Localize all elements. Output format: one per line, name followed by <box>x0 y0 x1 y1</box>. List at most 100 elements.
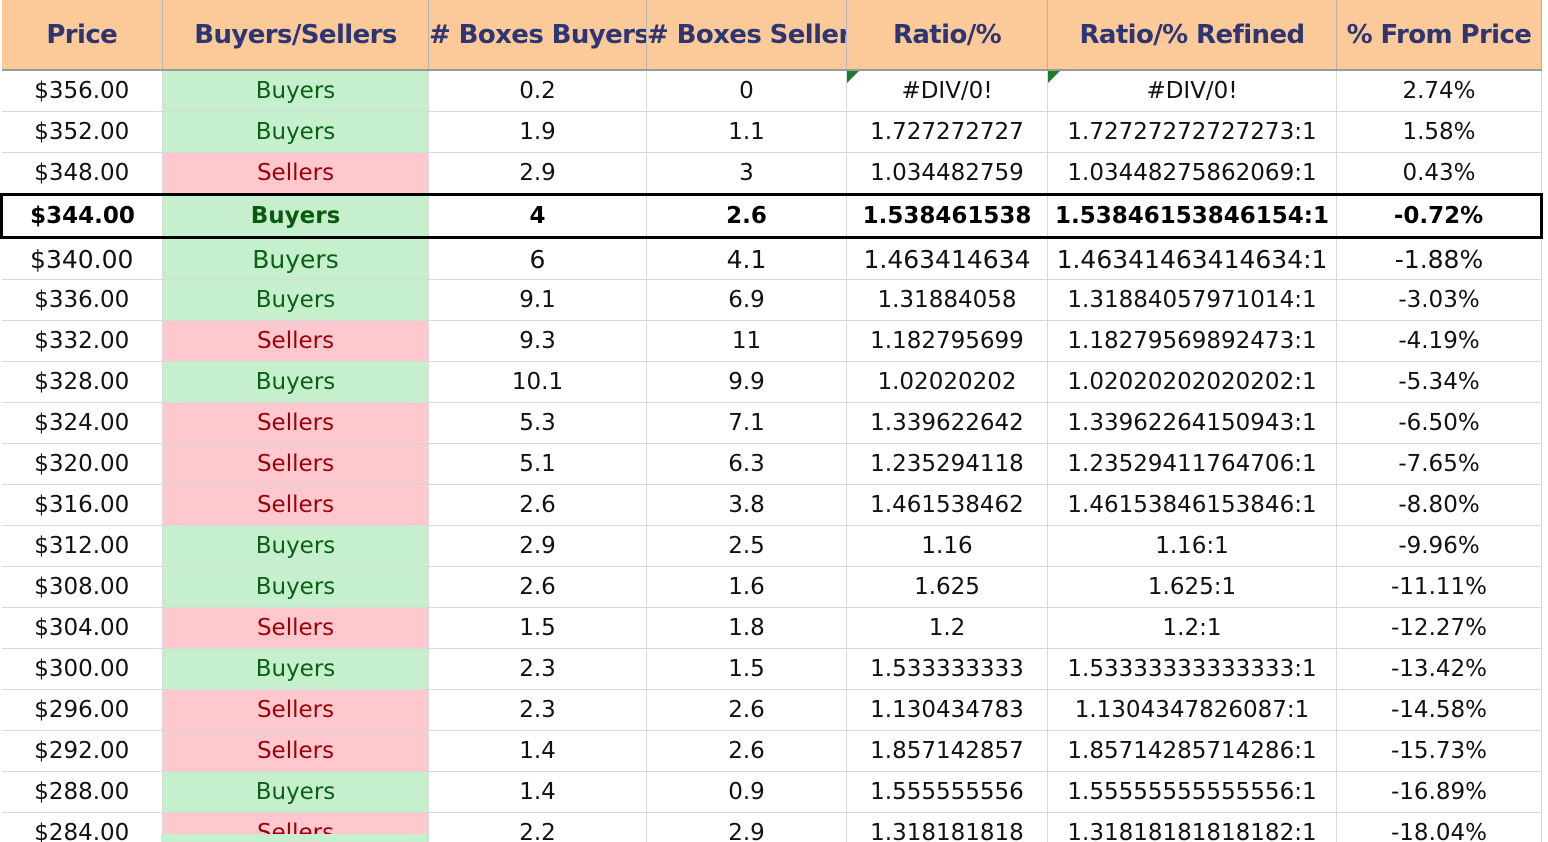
ratio-refined-cell[interactable]: 1.33962264150943:1 <box>1047 402 1337 444</box>
boxes-sellers-cell[interactable]: 2.6 <box>646 689 847 731</box>
ratio-refined-cell[interactable]: 1.46153846153846:1 <box>1047 484 1337 526</box>
from-price-cell[interactable]: -5.34% <box>1336 361 1542 403</box>
price-cell[interactable]: $348.00 <box>1 152 163 195</box>
boxes-sellers-cell[interactable]: 1.6 <box>646 566 847 608</box>
price-cell[interactable]: $300.00 <box>1 648 163 690</box>
from-price-cell[interactable]: -9.96% <box>1336 525 1542 567</box>
from-price-cell[interactable]: -15.73% <box>1336 730 1542 772</box>
from-price-cell[interactable]: -8.80% <box>1336 484 1542 526</box>
ratio-refined-cell[interactable]: 1.16:1 <box>1047 525 1337 567</box>
price-cell[interactable]: $340.00 <box>1 237 163 280</box>
boxes-buyers-cell[interactable]: 5.3 <box>428 402 647 444</box>
header-buyers-sellers[interactable]: Buyers/Sellers <box>162 0 429 71</box>
ratio-refined-cell[interactable]: 1.03448275862069:1 <box>1047 152 1337 195</box>
price-cell[interactable]: $344.00 <box>0 193 163 239</box>
side-cell[interactable]: Sellers <box>162 607 429 649</box>
boxes-sellers-cell[interactable]: 3.8 <box>646 484 847 526</box>
ratio-cell[interactable]: 1.2 <box>846 607 1048 649</box>
ratio-cell[interactable]: 1.31884058 <box>846 279 1048 321</box>
price-cell[interactable]: $308.00 <box>1 566 163 608</box>
ratio-cell[interactable]: 1.857142857 <box>846 730 1048 772</box>
ratio-cell[interactable]: 1.339622642 <box>846 402 1048 444</box>
boxes-sellers-cell[interactable]: 2.5 <box>646 525 847 567</box>
price-cell[interactable]: $352.00 <box>1 111 163 153</box>
boxes-sellers-cell[interactable]: 3 <box>646 152 847 195</box>
ratio-refined-cell[interactable]: #DIV/0! <box>1047 70 1337 112</box>
ratio-refined-cell[interactable]: 1.02020202020202:1 <box>1047 361 1337 403</box>
ratio-cell[interactable]: 1.318181818 <box>846 812 1048 842</box>
ratio-cell[interactable]: 1.130434783 <box>846 689 1048 731</box>
from-price-cell[interactable]: -0.72% <box>1336 193 1543 239</box>
header-ratio[interactable]: Ratio/% <box>846 0 1048 71</box>
price-cell[interactable]: $328.00 <box>1 361 163 403</box>
ratio-cell[interactable]: 1.461538462 <box>846 484 1048 526</box>
ratio-cell[interactable]: 1.463414634 <box>846 237 1048 280</box>
from-price-cell[interactable]: -1.88% <box>1336 237 1542 280</box>
ratio-refined-cell[interactable]: 1.625:1 <box>1047 566 1337 608</box>
header-boxes-sellers[interactable]: # Boxes Sellers <box>646 0 847 71</box>
boxes-buyers-cell[interactable]: 2.9 <box>428 525 647 567</box>
boxes-sellers-cell[interactable]: 6.9 <box>646 279 847 321</box>
price-cell[interactable]: $296.00 <box>1 689 163 731</box>
from-price-cell[interactable]: -11.11% <box>1336 566 1542 608</box>
ratio-cell[interactable]: 1.533333333 <box>846 648 1048 690</box>
ratio-refined-cell[interactable]: 1.31818181818182:1 <box>1047 812 1337 842</box>
side-cell[interactable]: Buyers <box>162 193 429 239</box>
ratio-refined-cell[interactable]: 1.1304347826087:1 <box>1047 689 1337 731</box>
header-from-price[interactable]: % From Price <box>1336 0 1542 71</box>
header-boxes-buyers[interactable]: # Boxes Buyers <box>428 0 647 71</box>
side-cell[interactable]: Sellers <box>162 152 429 195</box>
side-cell[interactable]: Buyers <box>162 525 429 567</box>
ratio-refined-cell[interactable]: 1.31884057971014:1 <box>1047 279 1337 321</box>
ratio-cell[interactable]: 1.182795699 <box>846 320 1048 362</box>
boxes-buyers-cell[interactable]: 1.5 <box>428 607 647 649</box>
from-price-cell[interactable]: -6.50% <box>1336 402 1542 444</box>
ratio-cell[interactable]: 1.538461538 <box>846 193 1048 239</box>
header-price[interactable]: Price <box>1 0 163 71</box>
ratio-cell[interactable]: 1.02020202 <box>846 361 1048 403</box>
price-cell[interactable]: $304.00 <box>1 607 163 649</box>
price-cell[interactable]: $288.00 <box>1 771 163 813</box>
side-cell[interactable]: Sellers <box>162 402 429 444</box>
boxes-sellers-cell[interactable]: 6.3 <box>646 443 847 485</box>
price-cell[interactable]: $336.00 <box>1 279 163 321</box>
boxes-buyers-cell[interactable]: 2.9 <box>428 152 647 195</box>
price-cell[interactable]: $284.00 <box>1 812 163 842</box>
ratio-cell[interactable]: 1.727272727 <box>846 111 1048 153</box>
price-cell[interactable]: $356.00 <box>1 70 163 112</box>
side-cell[interactable]: Buyers <box>162 771 429 813</box>
boxes-buyers-cell[interactable]: 2.2 <box>428 812 647 842</box>
from-price-cell[interactable]: -18.04% <box>1336 812 1542 842</box>
boxes-sellers-cell[interactable]: 1.8 <box>646 607 847 649</box>
boxes-sellers-cell[interactable]: 2.6 <box>646 193 847 239</box>
price-cell[interactable]: $324.00 <box>1 402 163 444</box>
from-price-cell[interactable]: -16.89% <box>1336 771 1542 813</box>
boxes-sellers-cell[interactable]: 1.5 <box>646 648 847 690</box>
boxes-buyers-cell[interactable]: 4 <box>428 193 647 239</box>
boxes-sellers-cell[interactable]: 2.9 <box>646 812 847 842</box>
ratio-cell[interactable]: 1.625 <box>846 566 1048 608</box>
from-price-cell[interactable]: 2.74% <box>1336 70 1542 112</box>
ratio-refined-cell[interactable]: 1.53333333333333:1 <box>1047 648 1337 690</box>
from-price-cell[interactable]: 0.43% <box>1336 152 1542 195</box>
from-price-cell[interactable]: -7.65% <box>1336 443 1542 485</box>
ratio-cell[interactable]: 1.034482759 <box>846 152 1048 195</box>
boxes-sellers-cell[interactable]: 4.1 <box>646 237 847 280</box>
price-cell[interactable]: $312.00 <box>1 525 163 567</box>
boxes-buyers-cell[interactable]: 6 <box>428 237 647 280</box>
side-cell[interactable]: Sellers <box>162 320 429 362</box>
ratio-refined-cell[interactable]: 1.53846153846154:1 <box>1047 193 1337 239</box>
side-cell[interactable]: Buyers <box>162 361 429 403</box>
ratio-refined-cell[interactable]: 1.85714285714286:1 <box>1047 730 1337 772</box>
side-cell[interactable]: Buyers <box>162 111 429 153</box>
price-cell[interactable]: $316.00 <box>1 484 163 526</box>
side-cell[interactable]: Buyers <box>162 566 429 608</box>
boxes-buyers-cell[interactable]: 5.1 <box>428 443 647 485</box>
price-cell[interactable]: $292.00 <box>1 730 163 772</box>
boxes-buyers-cell[interactable]: 10.1 <box>428 361 647 403</box>
side-cell[interactable]: Sellers <box>162 443 429 485</box>
boxes-buyers-cell[interactable]: 2.3 <box>428 689 647 731</box>
ratio-refined-cell[interactable]: 1.23529411764706:1 <box>1047 443 1337 485</box>
from-price-cell[interactable]: 1.58% <box>1336 111 1542 153</box>
side-cell[interactable]: Buyers <box>162 70 429 112</box>
